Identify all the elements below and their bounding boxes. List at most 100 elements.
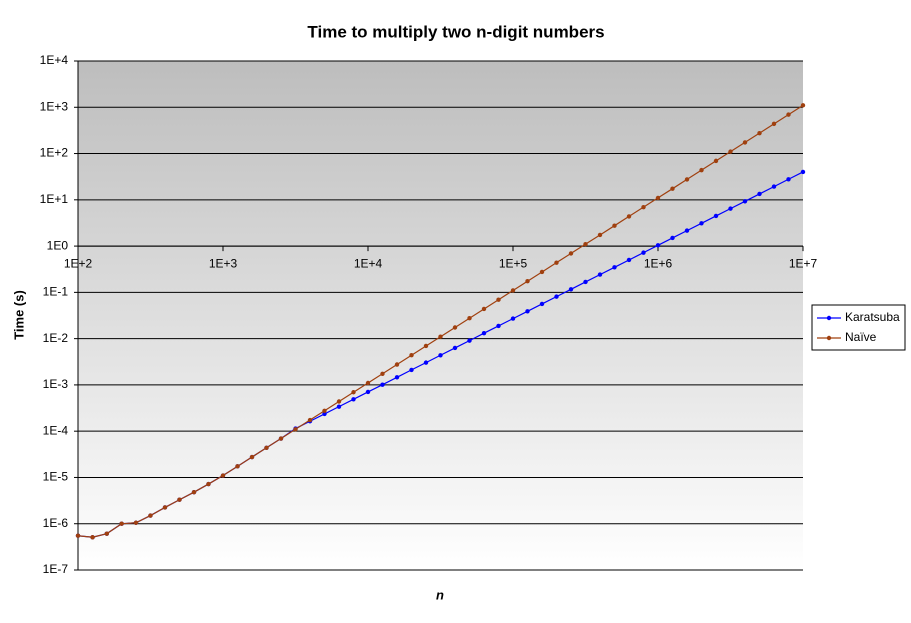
y-tick-label: 1E-6 [43,516,69,530]
data-point [568,287,574,292]
data-point [278,436,284,441]
data-point [423,343,429,349]
data-point [641,250,646,255]
data-point [104,531,110,536]
data-point [336,404,342,409]
data-point [626,257,632,263]
data-point [583,279,588,285]
data-point [365,389,371,395]
data-point [75,533,81,538]
y-tick-label: 1E-7 [43,562,69,576]
data-point [757,191,762,197]
data-point [597,232,603,238]
x-tick-label: 1E+4 [354,256,383,270]
data-point [438,353,443,358]
y-axis-title: Time (s) [11,290,26,340]
data-point [699,167,704,173]
data-point [641,204,646,210]
data-point [351,390,356,395]
data-point [757,130,762,136]
y-tick-label: 1E+2 [40,146,69,160]
data-point [684,177,690,182]
data-point [684,228,690,233]
y-tick-label: 1E+4 [40,53,69,67]
data-point [655,195,661,201]
data-point [670,235,675,241]
y-tick-label: 1E-2 [43,331,69,345]
data-point [742,199,748,204]
data-point [713,213,719,219]
legend-label: Karatsuba [845,310,900,324]
y-tick-label: 1E-4 [43,423,69,437]
data-point [626,214,632,219]
data-point [525,309,530,314]
legend-marker [826,335,832,341]
data-point [438,334,443,339]
data-point [728,149,733,154]
data-point [307,417,313,423]
data-point [293,427,298,432]
y-tick-label: 1E+1 [40,192,69,206]
data-point [119,521,124,526]
plot-area [78,61,803,570]
y-tick-label: 1E-1 [43,285,69,299]
data-point [394,375,400,380]
x-axis-title: n [436,587,444,602]
data-point [394,362,400,367]
data-point [380,371,385,376]
data-point [220,473,226,478]
data-point [452,345,458,351]
x-tick-label: 1E+7 [789,256,818,270]
data-point [496,323,501,329]
data-point [496,297,501,302]
data-point [713,158,719,164]
data-point [148,513,153,518]
data-point [264,445,269,450]
data-point [539,301,545,307]
data-point [336,399,342,404]
data-point [423,360,429,365]
legend-box [811,304,906,351]
data-point [481,331,487,336]
data-point [800,169,806,175]
data-point [90,535,95,540]
data-point [380,382,385,387]
data-point [800,103,806,108]
legend-marker [826,315,832,321]
y-tick-label: 1E-3 [43,377,69,391]
legend-label: Naïve [845,330,877,344]
data-point [771,121,777,127]
data-point [655,243,661,248]
data-point [191,490,197,495]
data-point [133,520,139,525]
data-point [597,272,603,277]
data-point [206,481,211,487]
data-point [452,325,458,330]
data-point [249,454,255,460]
x-tick-label: 1E+6 [644,256,673,270]
x-tick-label: 1E+2 [64,256,93,270]
data-point [568,251,574,256]
y-tick-label: 1E+3 [40,99,69,113]
data-point [409,367,414,373]
x-tick-label: 1E+3 [209,256,238,270]
data-point [786,177,791,182]
data-point [699,221,704,226]
y-tick-label: 1E-5 [43,470,69,484]
y-tick-label: 1E0 [47,238,69,252]
data-point [670,186,675,191]
data-point [162,505,168,510]
data-point [177,497,182,502]
data-point [612,265,617,270]
data-point [481,306,487,312]
data-point [510,288,516,293]
data-point [467,338,472,343]
data-point [554,260,559,265]
data-point [612,223,617,228]
data-point [583,241,588,247]
data-point [322,411,327,417]
data-point [786,112,791,117]
data-point [771,184,777,189]
